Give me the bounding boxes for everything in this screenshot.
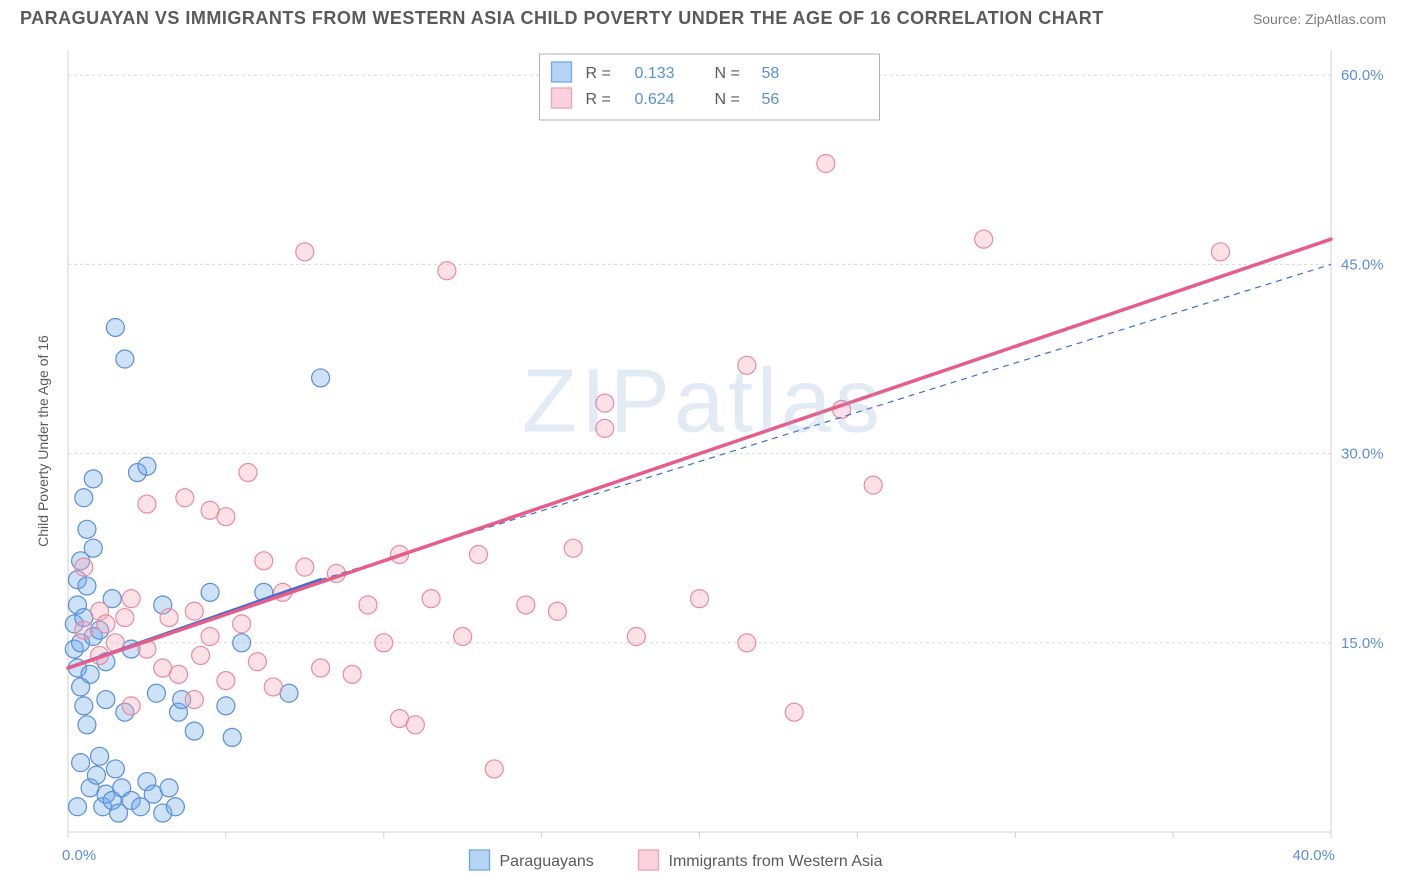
x-tick-label: 40.0%	[1292, 847, 1335, 864]
y-tick-label: 45.0%	[1341, 256, 1384, 273]
data-point	[596, 419, 614, 437]
legend-r-value: 0.624	[635, 91, 675, 108]
series-legend-swatch	[639, 850, 659, 870]
y-axis-title: Child Poverty Under the Age of 16	[35, 335, 51, 547]
data-point	[627, 628, 645, 646]
data-point	[485, 760, 503, 778]
data-point	[138, 495, 156, 513]
data-point	[296, 243, 314, 261]
data-point	[166, 798, 184, 816]
data-point	[122, 697, 140, 715]
data-point	[312, 369, 330, 387]
data-point	[106, 318, 124, 336]
data-point	[217, 508, 235, 526]
data-point	[97, 615, 115, 633]
data-point	[84, 470, 102, 488]
data-point	[78, 716, 96, 734]
data-point	[438, 262, 456, 280]
data-point	[864, 476, 882, 494]
legend-swatch	[552, 62, 572, 82]
x-tick-label: 0.0%	[62, 847, 96, 864]
data-point	[87, 766, 105, 784]
data-point	[817, 155, 835, 173]
data-point	[84, 539, 102, 557]
data-point	[517, 596, 535, 614]
data-point	[296, 558, 314, 576]
data-point	[248, 653, 266, 671]
data-point	[406, 716, 424, 734]
data-point	[359, 596, 377, 614]
data-point	[185, 722, 203, 740]
legend-r-label: R =	[586, 65, 611, 82]
data-point	[201, 628, 219, 646]
data-point	[217, 672, 235, 690]
data-point	[176, 489, 194, 507]
source-attribution: Source: ZipAtlas.com	[1253, 11, 1386, 27]
legend-n-label: N =	[715, 91, 740, 108]
data-point	[201, 583, 219, 601]
data-point	[1211, 243, 1229, 261]
data-point	[343, 665, 361, 683]
data-point	[217, 697, 235, 715]
data-point	[564, 539, 582, 557]
data-point	[75, 489, 93, 507]
data-point	[160, 609, 178, 627]
correlation-scatter-chart: 15.0% 30.0% 45.0% 60.0% 0.0% 40.0% Child Pover…	[20, 40, 1386, 882]
legend-n-label: N =	[715, 65, 740, 82]
legend-swatch	[552, 88, 572, 108]
data-point	[312, 659, 330, 677]
stats-legend-box	[540, 54, 880, 120]
legend-r-label: R =	[586, 91, 611, 108]
legend-n-value: 56	[762, 91, 780, 108]
data-point	[97, 691, 115, 709]
data-point	[91, 747, 109, 765]
data-point	[785, 703, 803, 721]
data-point	[975, 230, 993, 248]
data-point	[738, 634, 756, 652]
data-point	[138, 457, 156, 475]
y-tick-label: 15.0%	[1341, 635, 1384, 652]
data-point	[223, 728, 241, 746]
data-point	[691, 590, 709, 608]
data-point	[116, 609, 134, 627]
data-point	[78, 520, 96, 538]
data-point	[548, 602, 566, 620]
y-tick-label: 60.0%	[1341, 67, 1384, 84]
data-point	[78, 577, 96, 595]
data-point	[738, 356, 756, 374]
data-point	[81, 665, 99, 683]
data-point	[469, 546, 487, 564]
data-point	[147, 684, 165, 702]
data-point	[68, 798, 86, 816]
data-point	[185, 602, 203, 620]
data-point	[233, 615, 251, 633]
data-point	[255, 552, 273, 570]
data-point	[454, 628, 472, 646]
chart-title: PARAGUAYAN VS IMMIGRANTS FROM WESTERN AS…	[20, 8, 1104, 29]
data-point	[596, 394, 614, 412]
data-point	[122, 590, 140, 608]
data-point	[375, 634, 393, 652]
data-point	[116, 350, 134, 368]
data-point	[160, 779, 178, 797]
legend-r-value: 0.133	[635, 65, 675, 82]
series-legend-label: Paraguayans	[500, 853, 594, 870]
data-point	[185, 691, 203, 709]
legend-n-value: 58	[762, 65, 780, 82]
data-point	[192, 646, 210, 664]
data-point	[233, 634, 251, 652]
data-point	[264, 678, 282, 696]
series-legend-label: Immigrants from Western Asia	[669, 853, 883, 870]
y-tick-label: 30.0%	[1341, 446, 1384, 463]
data-point	[72, 754, 90, 772]
data-point	[75, 621, 93, 639]
data-point	[75, 697, 93, 715]
data-point	[106, 760, 124, 778]
series-legend-swatch	[470, 850, 490, 870]
data-point	[170, 665, 188, 683]
data-point	[75, 558, 93, 576]
data-point	[239, 464, 257, 482]
data-point	[422, 590, 440, 608]
